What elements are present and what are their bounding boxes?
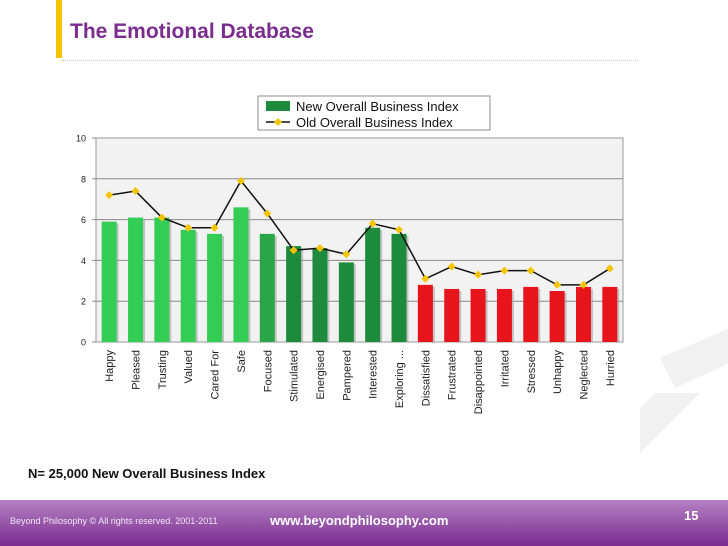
x-tick-label: Irritated (499, 350, 511, 387)
x-tick-label: Exploring ... (394, 350, 406, 408)
bar-energised (312, 248, 328, 342)
x-tick-label: Energised (315, 350, 327, 400)
old-index-point (605, 264, 614, 273)
old-index-point (368, 219, 377, 228)
x-tick-label: Trusting (157, 350, 169, 389)
bar-irritated (496, 288, 512, 342)
y-tick-label: 0 (81, 338, 86, 348)
title-accent-bar (56, 0, 62, 58)
old-index-point (447, 262, 456, 271)
old-index-point (421, 274, 430, 283)
x-tick-label: Stressed (526, 350, 538, 393)
bar-trusting (154, 217, 170, 342)
legend-marker-old-index (274, 118, 282, 126)
bar-focused (259, 233, 275, 342)
bar-safe (233, 207, 249, 342)
sample-size-caption: N= 25,000 New Overall Business Index (28, 466, 266, 481)
bar-unhappy (549, 291, 565, 342)
old-index-point (236, 176, 245, 185)
y-tick-label: 6 (81, 215, 86, 225)
x-tick-label: Valued (183, 350, 195, 383)
website-link[interactable]: www.beyondphilosophy.com (270, 513, 449, 528)
x-tick-label: Hurried (605, 350, 617, 386)
x-tick-label: Pleased (131, 350, 143, 390)
legend-swatch-new-index (266, 101, 290, 111)
x-tick-label: Happy (104, 350, 116, 382)
old-index-point (184, 223, 193, 232)
old-index-point (553, 280, 562, 289)
y-tick-label: 4 (81, 256, 86, 266)
title-divider (62, 60, 638, 61)
bar-cared-for (207, 233, 223, 342)
bar-hurried (602, 286, 618, 342)
old-index-point (315, 244, 324, 253)
x-tick-label: Frustrated (447, 350, 459, 400)
x-tick-label: Dissatisfied (420, 350, 432, 406)
x-tick-label: Stimulated (289, 350, 301, 402)
old-index-point (395, 225, 404, 234)
bar-exploring (391, 233, 407, 342)
bar-disappointed (470, 288, 486, 342)
y-tick-label: 8 (81, 174, 86, 184)
old-index-point (157, 213, 166, 222)
old-index-point (526, 266, 535, 275)
bar-dissatisfied (417, 284, 433, 342)
old-index-point (342, 250, 351, 259)
page-title: The Emotional Database (70, 20, 314, 43)
legend-label-new-index: New Overall Business Index (296, 99, 459, 114)
x-tick-label: Disappointed (473, 350, 485, 414)
x-tick-label: Focused (262, 350, 274, 392)
old-index-point (131, 187, 140, 196)
x-tick-label: Interested (368, 350, 380, 399)
bar-pampered (338, 262, 354, 342)
old-index-point (289, 246, 298, 255)
x-tick-label: Unhappy (552, 350, 564, 395)
bar-frustrated (444, 288, 460, 342)
copyright-text: Beyond Philosophy © All rights reserved.… (10, 516, 218, 526)
x-tick-label: Safe (236, 350, 248, 373)
bar-stressed (523, 286, 539, 342)
x-tick-label: Neglected (578, 350, 590, 400)
bar-neglected (575, 286, 591, 342)
old-index-point (210, 223, 219, 232)
x-tick-label: Cared For (210, 350, 222, 400)
y-tick-label: 10 (76, 134, 86, 144)
bar-stimulated (286, 246, 302, 342)
footer-band (0, 500, 728, 546)
bar-happy (101, 221, 117, 342)
bar-interested (365, 227, 381, 342)
old-index-line (109, 179, 611, 286)
legend-box (257, 95, 491, 131)
old-index-point (579, 280, 588, 289)
bar-valued (180, 229, 196, 342)
x-tick-label: Pampered (341, 350, 353, 401)
legend-label-old-index: Old Overall Business Index (296, 115, 453, 130)
old-index-point (263, 209, 272, 218)
old-index-point (105, 191, 114, 200)
y-tick-label: 2 (81, 297, 86, 307)
old-index-point (500, 266, 509, 275)
bar-pleased (128, 217, 144, 342)
old-index-point (474, 270, 483, 279)
page-number: 15 (684, 508, 699, 523)
